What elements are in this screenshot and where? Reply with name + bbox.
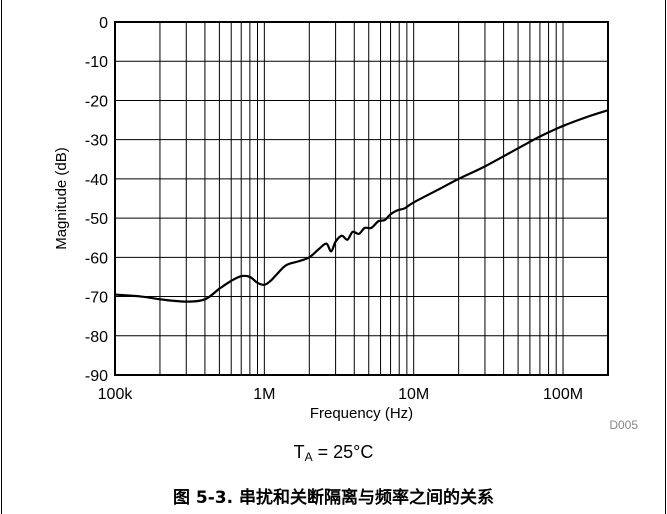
y-tick-label: 0 (99, 15, 108, 32)
x-axis-title: Frequency (Hz) (310, 405, 413, 422)
magnitude-frequency-chart: 0-10-20-30-40-50-60-70-80-90 100k 1M 10M 10… (53, 15, 638, 432)
y-axis-title: Magnitude (dB) (53, 147, 70, 250)
figure-caption: 图 5-3. 串扰和关断隔离与频率之间的关系 (172, 488, 494, 508)
y-tick-label: -50 (85, 211, 108, 228)
x-tick-label: 10M (398, 386, 429, 403)
y-tick-label: -90 (85, 368, 108, 385)
page-border-right (665, 0, 666, 514)
y-tick-label: -60 (85, 250, 108, 267)
plot-area-frame (114, 21, 609, 376)
x-tick-label: 100k (98, 386, 134, 403)
page-border-left (1, 0, 2, 514)
y-tick-label: -70 (85, 290, 108, 307)
series-layer (114, 109, 609, 303)
y-tick-label: -10 (85, 54, 108, 71)
y-tick-label: -30 (85, 133, 108, 150)
x-tick-labels: 100k 1M 10M 100M (98, 386, 583, 403)
y-tick-label: -40 (85, 172, 108, 189)
condition-subscript: A (304, 450, 313, 464)
series-line (114, 109, 609, 303)
condition-prefix: T (293, 442, 305, 462)
grid-lines (114, 21, 609, 376)
y-tick-labels: 0 -10 -20 -30 -40 -50 -60 -70 -80 -90 (85, 15, 108, 385)
x-tick-label: 1M (253, 386, 275, 403)
y-tick-label: -20 (85, 93, 108, 110)
figure-code: D005 (609, 418, 638, 432)
x-tick-label: 100M (543, 386, 583, 403)
y-tick-label: -80 (85, 329, 108, 346)
test-condition: TA = 25°C (0, 442, 667, 464)
condition-suffix: = 25°C (312, 442, 374, 462)
